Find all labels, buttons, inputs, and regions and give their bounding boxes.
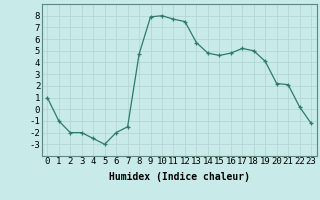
X-axis label: Humidex (Indice chaleur): Humidex (Indice chaleur) xyxy=(109,172,250,182)
